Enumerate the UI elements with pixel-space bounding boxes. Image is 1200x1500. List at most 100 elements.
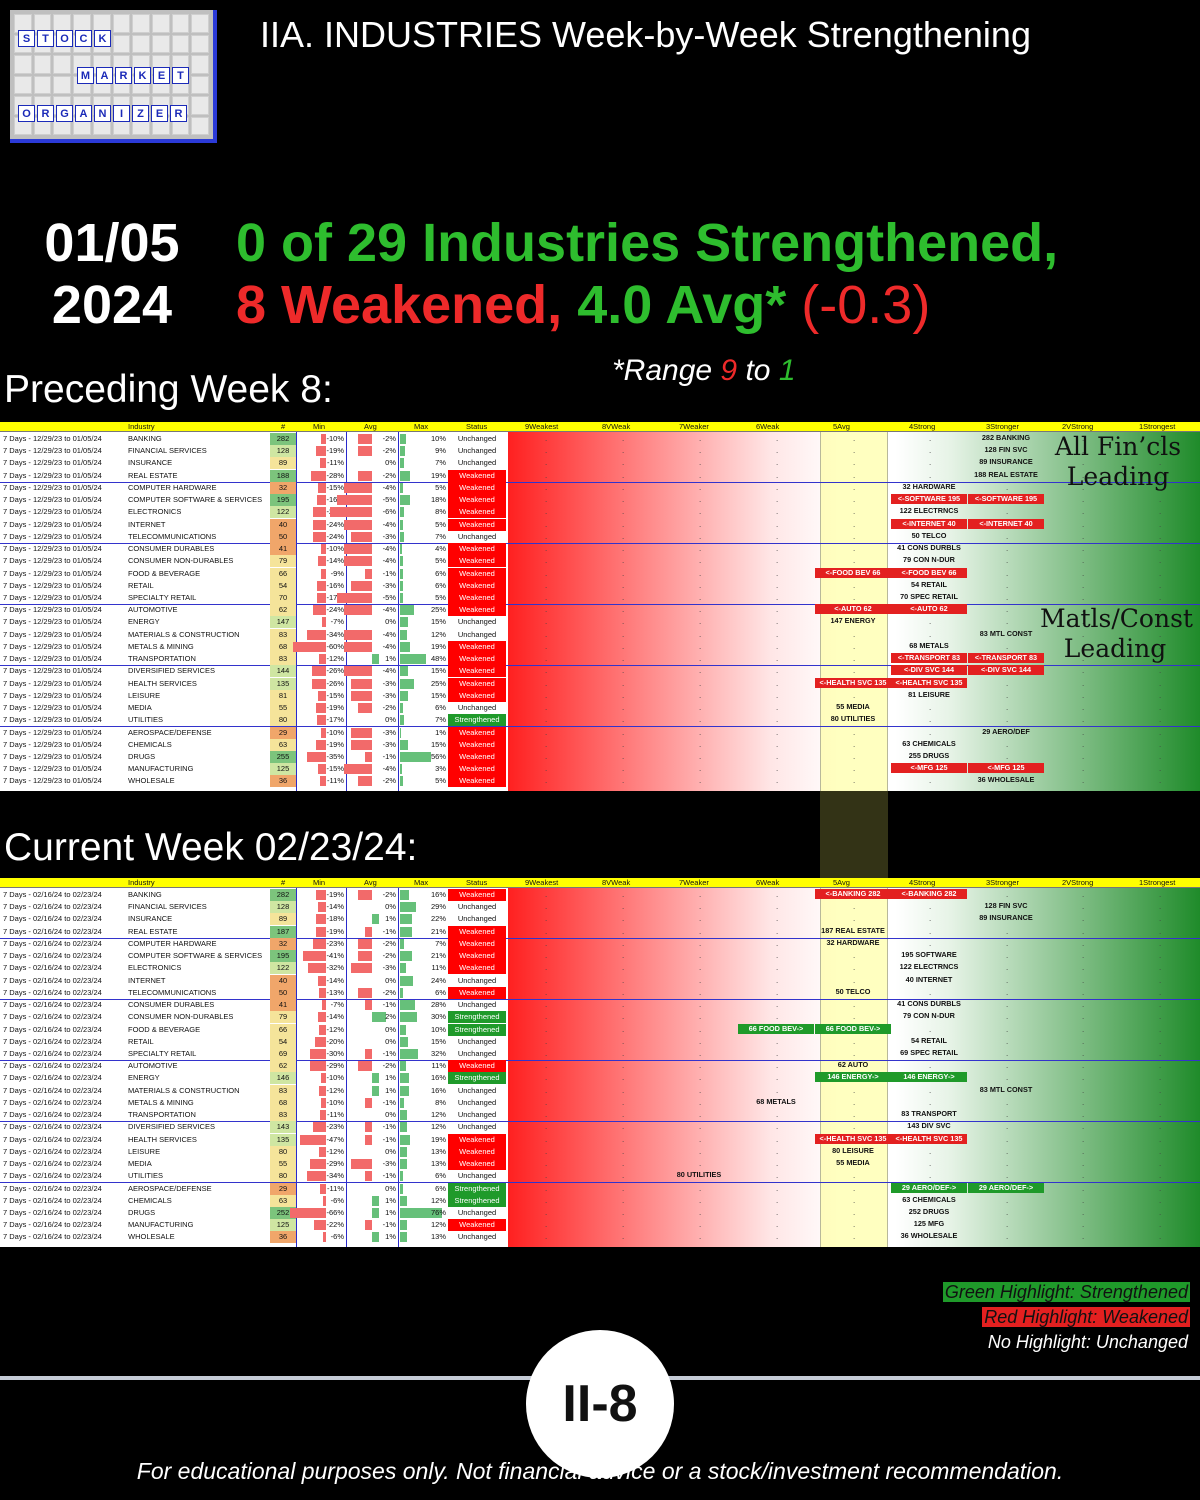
row-min-bar [318,556,326,567]
rank-placeholder-dot: . [929,1024,932,1034]
row-avg-bar [351,690,372,701]
row-industry: TELECOMMUNICATIONS [128,987,217,997]
row-status: Weakened [448,481,506,494]
row-max-value: 16% [430,890,446,899]
rank-placeholder-dot: . [1082,739,1085,749]
row-max-bar [400,703,404,714]
row-min: -14% [296,901,346,913]
row-max-value: 12% [430,1122,446,1132]
rank-placeholder-dot: . [622,938,625,948]
row-count: 66 [270,1023,296,1036]
row-industry: MANUFACTURING [128,1220,194,1230]
row-max-value: 15% [430,739,446,749]
row-avg-value: -1% [382,568,396,578]
headline-avg: 4.0 Avg* [577,275,787,335]
row-industry: COMPUTER SOFTWARE & SERVICES [128,951,263,961]
row-avg-value: -1% [382,926,396,936]
row-max-bar [400,605,414,616]
row-min-value: -12% [326,1146,344,1156]
row-min-value: -19% [326,890,344,899]
row-avg: -2% [346,938,398,950]
rank-placeholder-dot: . [1159,1097,1162,1107]
row-avg: 0% [346,1109,398,1121]
rank-placeholder-dot: . [545,531,548,541]
rank-placeholder-dot: . [1159,641,1162,651]
row-min-bar [321,568,326,579]
rank-placeholder-dot: . [622,446,625,456]
rank-placeholder-dot: . [1082,458,1085,468]
rank-placeholder-dot: . [622,605,625,615]
row-status: Weakened [448,1133,506,1146]
row-avg: -4% [344,763,398,775]
row-max-value: 5% [435,482,446,492]
row-length: 7 Days - 02/16/24 to 02/23/24 [3,1012,102,1022]
table-row: 7 Days - 02/16/24 to 02/23/24 ELECTRONICS… [0,962,1200,975]
rank-placeholder-dot: . [776,751,779,761]
row-avg-value: -3% [382,739,396,749]
row-max-bar [400,914,413,925]
rank-placeholder-dot: . [1006,1207,1009,1217]
row-count: 41 [270,543,296,556]
header-n: # [281,878,286,887]
row-avg-value: -1% [382,1220,396,1230]
row-max-bar [400,544,403,555]
table-row: 7 Days - 02/16/24 to 02/23/24 LEISURE 80 -1… [0,1145,1200,1158]
row-min-bar [318,975,326,986]
rank-placeholder-dot: . [853,902,856,912]
row-max-bar [400,470,411,481]
row-min-value: -12% [326,1024,344,1034]
rank-placeholder-dot: . [929,629,932,639]
row-avg-value: -1% [382,1171,396,1181]
row-avg-bar [365,1048,372,1059]
rank-placeholder-dot: . [776,1012,779,1022]
row-min-value: -11% [327,1183,344,1193]
row-min-value: -10% [326,727,344,737]
rank-placeholder-dot: . [622,458,625,468]
row-max: 21% [398,926,448,938]
table-row: 7 Days - 12/29/23 to 01/05/24 UTILITIES 80… [0,714,1200,727]
table-row: 7 Days - 02/16/24 to 02/23/24 MANUFACTURI… [0,1219,1200,1232]
table-row: 7 Days - 12/29/23 to 01/05/24 METALS & MI… [0,640,1200,653]
row-max-value: 15% [430,1036,446,1046]
row-max-bar [400,715,404,726]
rank-placeholder-dot: . [1006,1110,1009,1120]
row-length: 7 Days - 12/29/23 to 01/05/24 [3,751,102,761]
row-avg-value: -4% [382,641,396,651]
range-note-prefix: *Range [612,354,721,387]
row-industry: UTILITIES [128,715,164,725]
rank-label: 81 LEISURE [908,689,950,699]
row-status: Weakened [448,925,506,938]
rank-placeholder-dot: . [699,617,702,627]
row-length: 7 Days - 02/16/24 to 02/23/24 [3,1207,102,1217]
row-count: 135 [270,677,296,690]
rank-placeholder-dot: . [1006,1134,1009,1144]
rank-placeholder-dot: . [776,739,779,749]
rank-placeholder-dot: . [853,951,856,961]
row-avg-bar [372,654,379,665]
row-length: 7 Days - 02/16/24 to 02/23/24 [3,1097,102,1107]
row-length: 7 Days - 12/29/23 to 01/05/24 [3,617,102,627]
rank-label: 66 FOOD BEV-> [738,1023,814,1034]
rank-placeholder-dot: . [545,641,548,651]
headline-line2: 8 Weakened, 4.0 Avg* (-0.3) [236,274,1058,336]
row-max-value: 15% [430,617,446,627]
row-length: 7 Days - 02/16/24 to 02/23/24 [3,890,102,899]
header-rank-7: 7Weaker [679,422,709,431]
row-avg: -6% [330,506,398,518]
row-min-value: -14% [326,902,344,912]
row-max-value: 5% [435,556,446,566]
rank-placeholder-dot: . [545,519,548,529]
row-avg-value: 0% [385,975,396,985]
row-count: 135 [270,1133,296,1146]
rank-placeholder-dot: . [545,592,548,602]
rank-placeholder-dot: . [699,1073,702,1083]
row-length: 7 Days - 12/29/23 to 01/05/24 [3,568,102,578]
rank-placeholder-dot: . [1006,568,1009,578]
row-min-value: -16% [326,580,344,590]
header-rank-5: 5Avg [833,422,850,431]
row-industry: MEDIA [128,1159,152,1169]
rank-placeholder-dot: . [929,1097,932,1107]
rank-placeholder-dot: . [853,1097,856,1107]
row-status: Weakened [448,579,506,592]
row-industry: CHEMICALS [128,1195,172,1205]
